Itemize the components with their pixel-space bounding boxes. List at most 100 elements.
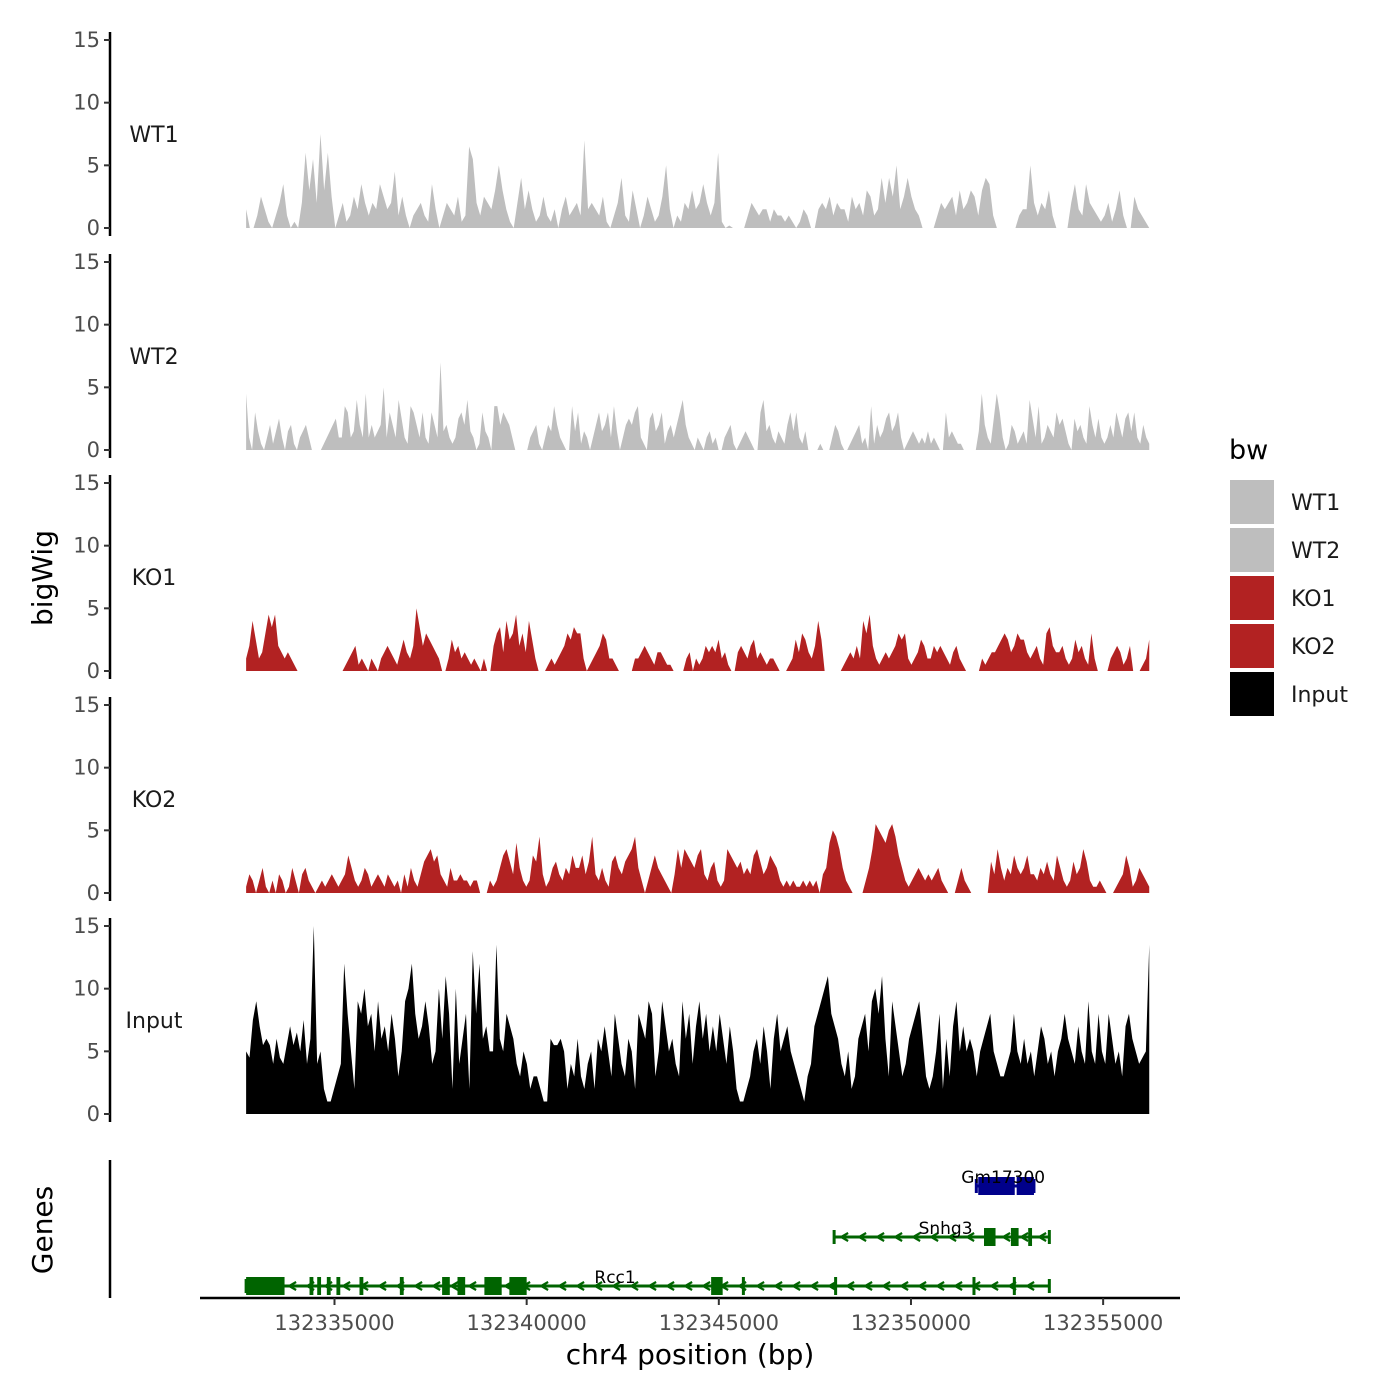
strand-arrow: [862, 1281, 873, 1291]
strand-arrow: [910, 1232, 921, 1242]
panel-label: KO2: [132, 788, 177, 813]
gene-exon: [711, 1277, 723, 1295]
track-panel-wt1: 0 5 10 15 WT1: [73, 28, 1150, 240]
legend-label: WT1: [1291, 491, 1340, 516]
strand-arrow: [700, 1281, 711, 1291]
panel-label: WT1: [129, 123, 178, 148]
y-tick-label: 10: [73, 756, 100, 780]
legend: bw WT1 WT2 KO1 KO2 Input: [1229, 435, 1348, 716]
strand-arrow: [952, 1281, 963, 1291]
y-tick-label: 5: [87, 1039, 100, 1063]
strand-arrow: [874, 1232, 885, 1242]
y-tick-label: 5: [87, 375, 100, 399]
x-tick-label: 132335000: [274, 1311, 394, 1335]
strand-arrow: [682, 1281, 693, 1291]
x-axis-title: chr4 position (bp): [566, 1338, 815, 1371]
y-tick-label: 10: [73, 977, 100, 1001]
strand-arrow: [628, 1281, 639, 1291]
strand-arrow: [1024, 1281, 1035, 1291]
strand-arrow: [880, 1281, 891, 1291]
gene-exon: [972, 1277, 976, 1295]
y-tick-label: 15: [73, 693, 100, 717]
strand-arrow: [844, 1281, 855, 1291]
strand-arrow: [340, 1281, 351, 1291]
x-tick-label: 132340000: [467, 1311, 587, 1335]
y-tick-label: 0: [87, 659, 100, 683]
panel-label: WT2: [129, 345, 178, 370]
legend-key-wt1: [1230, 480, 1274, 524]
gene-exon: [978, 1177, 1015, 1195]
y-tick-label: 5: [87, 818, 100, 842]
strand-arrow: [898, 1281, 909, 1291]
strand-arrow: [808, 1281, 819, 1291]
y-tick-label: 15: [73, 471, 100, 495]
x-axis: 132335000 132340000 132345000 132350000 1323…: [200, 1296, 1180, 1335]
legend-label: KO1: [1291, 587, 1336, 612]
legend-label: WT2: [1291, 539, 1340, 564]
gene-exon: [1012, 1277, 1016, 1295]
strand-arrow: [376, 1281, 387, 1291]
gene-exon: [359, 1277, 364, 1295]
strand-arrow: [1036, 1232, 1047, 1242]
strand-arrow: [838, 1232, 849, 1242]
strand-arrow: [754, 1281, 765, 1291]
strand-arrow: [964, 1232, 975, 1242]
gene-exon: [484, 1277, 502, 1295]
panel-label: Input: [126, 1009, 183, 1034]
strand-arrow: [448, 1281, 459, 1291]
gene-snhg3: Snhg3: [832, 1219, 1051, 1246]
gene-exon: [834, 1277, 838, 1295]
strand-arrow: [592, 1281, 603, 1291]
gene-exon: [399, 1277, 404, 1295]
y-tick-label: 5: [87, 596, 100, 620]
strand-arrow: [1018, 1232, 1029, 1242]
gene-track: Gm17300 Snhg3 Rcc1: [108, 1160, 1051, 1298]
legend-label: Input: [1291, 683, 1348, 708]
legend-key-input: [1230, 672, 1274, 716]
y-tick-label: 15: [73, 250, 100, 274]
y-tick-label: 15: [73, 28, 100, 52]
coverage-area-wt1: [246, 134, 1150, 228]
strand-arrow: [574, 1281, 585, 1291]
legend-key-wt2: [1230, 528, 1274, 572]
strand-arrow: [556, 1281, 567, 1291]
strand-arrow: [1000, 1232, 1011, 1242]
y-axis-title: bigWig: [26, 530, 59, 626]
gene-exon: [309, 1277, 314, 1295]
strand-arrow: [610, 1281, 621, 1291]
legend-label: KO2: [1291, 635, 1336, 660]
track-panel-ko2: 0 5 10 15 KO2: [73, 693, 1150, 905]
gene-exon: [509, 1277, 527, 1295]
gene-exon: [246, 1277, 285, 1295]
gene-exon: [457, 1277, 466, 1295]
strand-arrow: [772, 1281, 783, 1291]
y-tick-label: 10: [73, 313, 100, 337]
gene-exon: [326, 1277, 331, 1295]
strand-arrow: [916, 1281, 927, 1291]
strand-arrow: [856, 1232, 867, 1242]
panel-label: KO1: [132, 566, 177, 591]
strand-arrow: [646, 1281, 657, 1291]
y-tick-label: 0: [87, 438, 100, 462]
strand-arrow: [664, 1281, 675, 1291]
strand-arrow: [790, 1281, 801, 1291]
gene-exon: [336, 1277, 341, 1295]
track-panel-wt2: 0 5 10 15 WT2: [73, 250, 1150, 462]
strand-arrow: [892, 1232, 903, 1242]
y-tick-label: 10: [73, 91, 100, 115]
gene-exon: [442, 1277, 450, 1295]
strand-arrow: [538, 1281, 549, 1291]
y-tick-label: 0: [87, 216, 100, 240]
track-panel-input: 0 5 10 15 Input: [73, 914, 1150, 1126]
strand-arrow: [988, 1281, 999, 1291]
strand-arrow: [412, 1281, 423, 1291]
legend-title: bw: [1229, 435, 1268, 466]
strand-arrow: [466, 1281, 477, 1291]
strand-arrow: [928, 1232, 939, 1242]
gene-track-title: Genes: [26, 1186, 59, 1274]
x-tick-label: 132345000: [659, 1311, 779, 1335]
gene-gm17300: Gm17300: [961, 1168, 1045, 1195]
strand-arrow: [826, 1281, 837, 1291]
coverage-area-ko1: [246, 608, 1150, 671]
